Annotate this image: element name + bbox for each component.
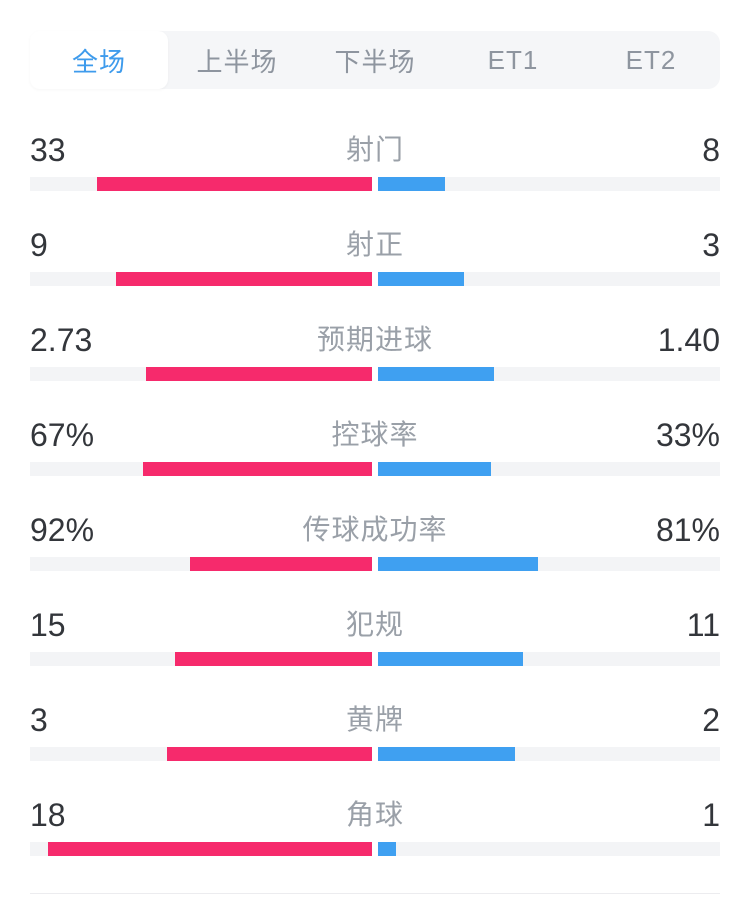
bar-track [30, 747, 720, 761]
away-bar [378, 177, 445, 191]
home-value: 18 [30, 797, 66, 833]
stat-header: 9 射正 3 [30, 228, 720, 262]
tab-first-half[interactable]: 上半场 [196, 46, 278, 77]
away-value: 3 [702, 227, 720, 263]
stat-header: 92% 传球成功率 81% [30, 513, 720, 547]
home-bar [142, 462, 372, 476]
tab-et2[interactable]: ET2 [625, 44, 677, 75]
bar-track [30, 462, 720, 476]
home-value: 15 [30, 607, 66, 643]
stat-label: 控球率 [331, 419, 419, 450]
bar-track [30, 652, 720, 666]
stat-row: 33 射门 8 [30, 133, 720, 191]
away-bar [378, 842, 396, 856]
stats-list: 33 射门 8 9 射正 3 2.73 预期进球 1.40 67% 控球率 33% 92% 传球成功率 81… [30, 133, 720, 856]
home-value: 2.73 [30, 322, 93, 358]
away-bar [378, 367, 494, 381]
away-value: 1 [702, 797, 720, 833]
away-bar [378, 272, 464, 286]
stat-label: 射正 [345, 229, 404, 260]
away-value: 8 [702, 132, 720, 168]
bar-track [30, 842, 720, 856]
stat-label: 射门 [345, 134, 404, 165]
home-value: 9 [30, 227, 48, 263]
stat-label: 犯规 [345, 609, 404, 640]
home-bar [174, 652, 372, 666]
stat-row: 15 犯规 11 [30, 608, 720, 666]
tab-et1[interactable]: ET1 [487, 44, 539, 75]
home-value: 33 [30, 132, 66, 168]
home-value: 67% [30, 417, 95, 453]
away-track [378, 177, 720, 191]
period-tabbar: 全场 上半场 下半场 ET1 ET2 [30, 31, 720, 89]
stat-row: 9 射正 3 [30, 228, 720, 286]
bar-track [30, 367, 720, 381]
bar-track [30, 272, 720, 286]
home-value: 92% [30, 512, 95, 548]
stat-header: 2.73 预期进球 1.40 [30, 323, 720, 357]
stat-label: 预期进球 [316, 324, 433, 355]
away-track [378, 367, 720, 381]
away-bar [378, 747, 515, 761]
stat-label: 传球成功率 [302, 514, 448, 545]
home-track [30, 177, 372, 191]
bottom-divider [30, 893, 720, 894]
stat-header: 18 角球 1 [30, 798, 720, 832]
stat-header: 3 黄牌 2 [30, 703, 720, 737]
away-track [378, 272, 720, 286]
away-value: 11 [686, 607, 720, 643]
stat-header: 33 射门 8 [30, 133, 720, 167]
stat-label: 黄牌 [345, 704, 404, 735]
stat-row: 67% 控球率 33% [30, 418, 720, 476]
stat-row: 92% 传球成功率 81% [30, 513, 720, 571]
stat-row: 2.73 预期进球 1.40 [30, 323, 720, 381]
stat-header: 15 犯规 11 [30, 608, 720, 642]
away-track [378, 747, 720, 761]
away-track [378, 842, 720, 856]
home-track [30, 462, 372, 476]
away-value: 2 [702, 702, 720, 738]
stat-label: 角球 [345, 799, 404, 830]
home-track [30, 842, 372, 856]
home-bar [166, 747, 372, 761]
home-track [30, 272, 372, 286]
away-bar [378, 652, 523, 666]
home-track [30, 557, 372, 571]
away-value: 81% [655, 512, 720, 548]
away-bar [378, 557, 539, 571]
stat-row: 3 黄牌 2 [30, 703, 720, 761]
away-value: 1.40 [657, 322, 720, 358]
bar-track [30, 557, 720, 571]
home-bar [115, 272, 372, 286]
away-track [378, 652, 720, 666]
home-bar [96, 177, 372, 191]
match-stats-panel: 全场 上半场 下半场 ET1 ET2 33 射门 8 9 射正 3 2.73 预期进球 1.40 67% 控… [0, 31, 750, 906]
stat-header: 67% 控球率 33% [30, 418, 720, 452]
tab-second-half[interactable]: 下半场 [334, 46, 416, 77]
home-track [30, 652, 372, 666]
away-track [378, 557, 720, 571]
stat-row: 18 角球 1 [30, 798, 720, 856]
away-track [378, 462, 720, 476]
bar-track [30, 177, 720, 191]
home-bar [190, 557, 372, 571]
away-value: 33% [655, 417, 720, 453]
home-value: 3 [30, 702, 48, 738]
tab-full-match[interactable]: 全场 [30, 31, 168, 89]
home-bar [145, 367, 372, 381]
home-track [30, 367, 372, 381]
home-track [30, 747, 372, 761]
away-bar [378, 462, 491, 476]
home-bar [48, 842, 372, 856]
